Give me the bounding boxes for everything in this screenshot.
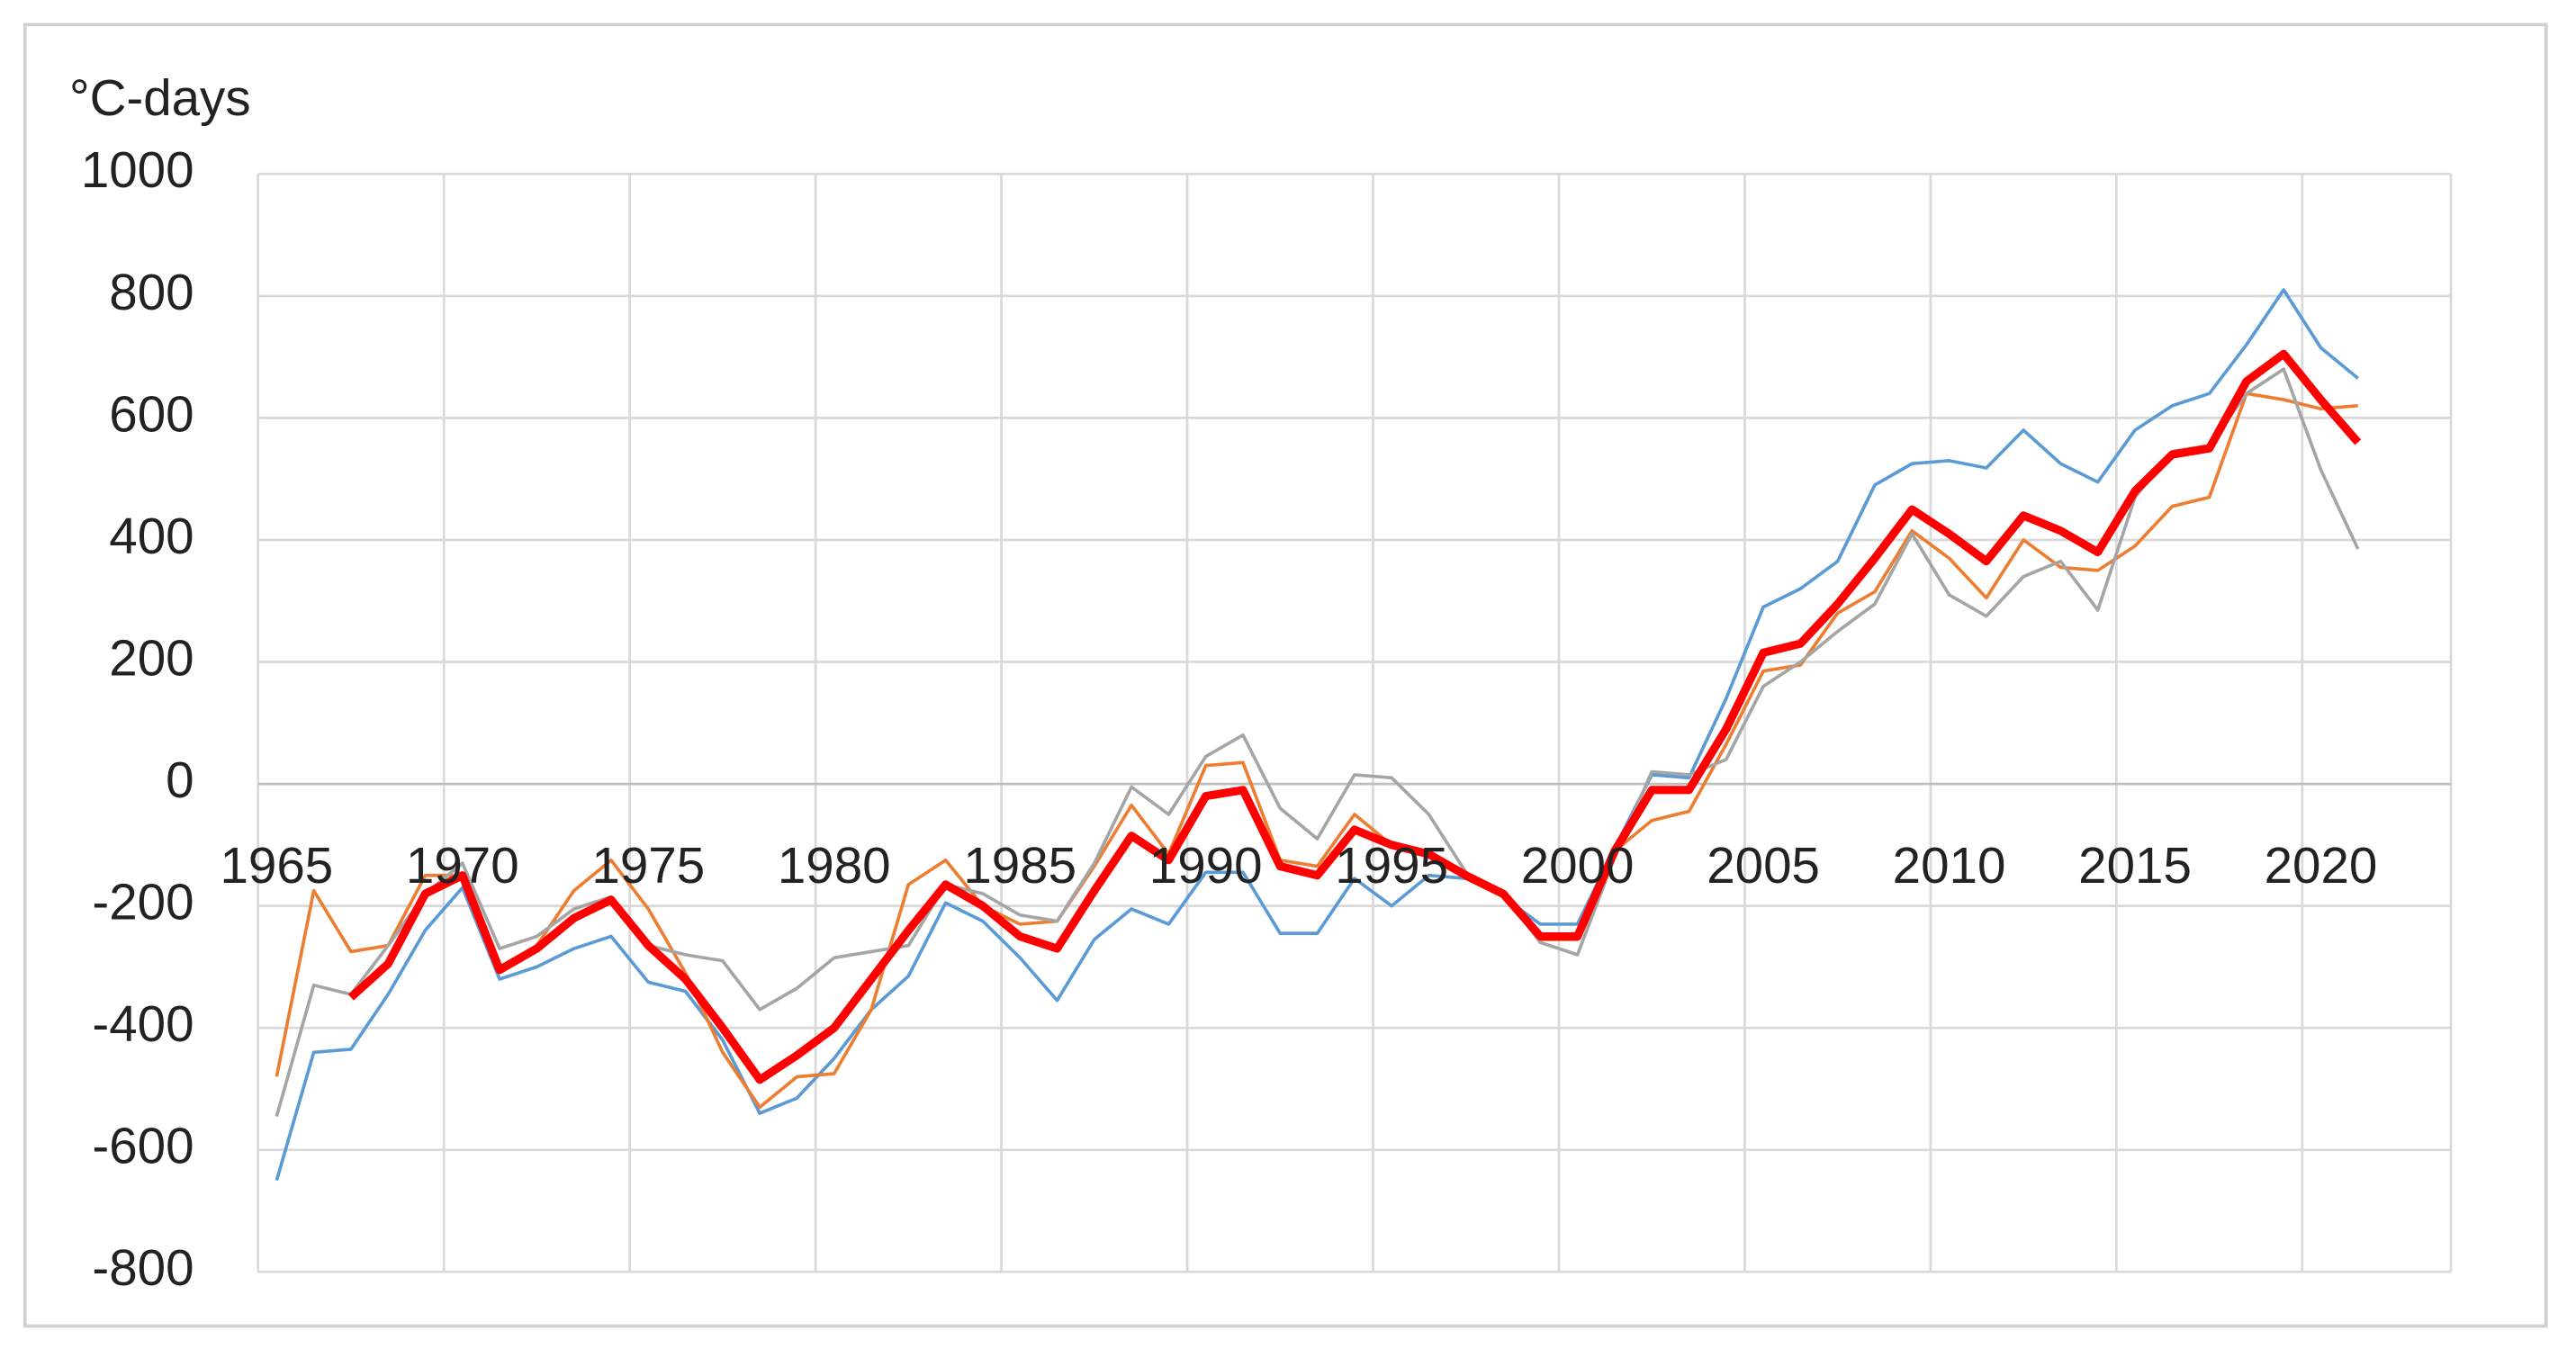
x-tick-label: 2010 bbox=[1893, 837, 2006, 894]
y-axis-label: °C-days bbox=[69, 69, 251, 126]
x-tick-label: 1975 bbox=[591, 837, 705, 894]
y-tick-label: -600 bbox=[92, 1118, 194, 1174]
x-tick-label: 1970 bbox=[406, 837, 519, 894]
x-tick-label: 1965 bbox=[220, 837, 333, 894]
x-tick-label: 1985 bbox=[963, 837, 1076, 894]
y-tick-label: 200 bbox=[109, 629, 194, 686]
x-tick-label: 2020 bbox=[2265, 837, 2378, 894]
y-tick-label: 0 bbox=[166, 751, 194, 808]
x-tick-label: 2005 bbox=[1707, 837, 1820, 894]
y-tick-label: 1000 bbox=[81, 141, 194, 198]
x-tick-label: 2015 bbox=[2078, 837, 2192, 894]
series-line bbox=[275, 391, 2358, 1110]
chart-frame bbox=[23, 22, 2548, 1328]
y-tick-label: -200 bbox=[92, 874, 194, 931]
x-tick-label: 1995 bbox=[1335, 837, 1448, 894]
x-tick-label: 2000 bbox=[1521, 837, 1635, 894]
x-tick-label: 1980 bbox=[778, 837, 891, 894]
y-tick-label: -800 bbox=[92, 1239, 194, 1296]
y-tick-label: 400 bbox=[109, 508, 194, 564]
x-tick-label: 1990 bbox=[1149, 837, 1263, 894]
series-line bbox=[275, 288, 2359, 1182]
y-tick-label: 600 bbox=[109, 385, 194, 442]
y-tick-label: 800 bbox=[109, 264, 194, 320]
series-line bbox=[347, 349, 2362, 1084]
y-tick-label: -400 bbox=[92, 995, 194, 1052]
